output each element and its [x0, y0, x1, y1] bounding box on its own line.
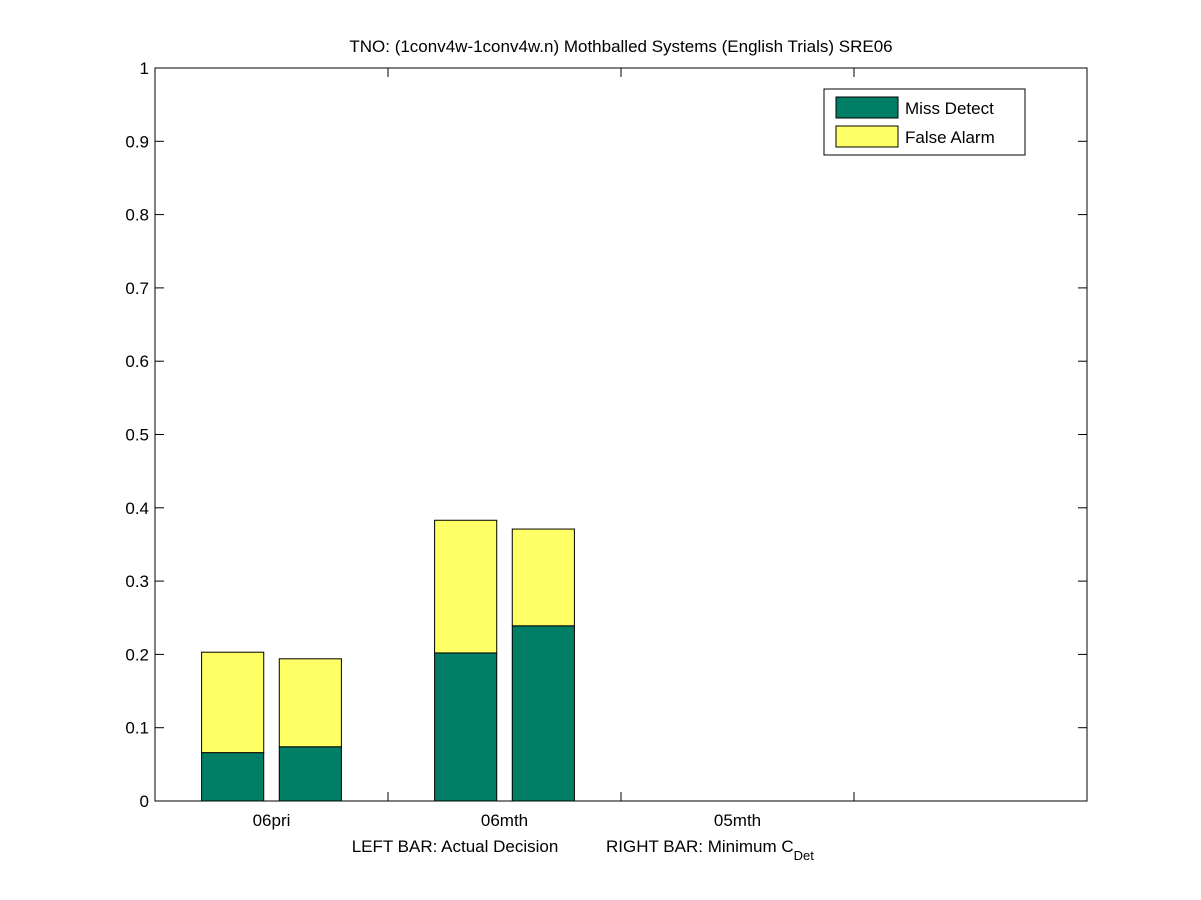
- y-tick-label-10: 1: [140, 59, 149, 78]
- y-tick-label-4: 0.4: [125, 499, 149, 518]
- bar-06pri-left-false-alarm: [201, 651, 265, 754]
- bar-06mth-right-miss-detect: [511, 625, 575, 802]
- chart-title: TNO: (1conv4w-1conv4w.n) Mothballed Syst…: [349, 37, 892, 56]
- bar-06mth-left-false-alarm: [434, 519, 498, 654]
- y-tick-label-8: 0.8: [125, 206, 149, 225]
- x-axis-label-left: LEFT BAR: Actual Decision: [352, 837, 559, 856]
- legend-label-miss-detect: Miss Detect: [905, 99, 994, 118]
- bar-06pri-right-miss-detect: [278, 746, 342, 802]
- legend-label-false-alarm: False Alarm: [905, 128, 995, 147]
- y-tick-label-7: 0.7: [125, 279, 149, 298]
- y-tick-label-6: 0.6: [125, 352, 149, 371]
- legend: Miss Detect False Alarm: [823, 88, 1026, 156]
- x-axis-label-right-sub: Det: [794, 848, 815, 863]
- x-tick-label-06pri: 06pri: [253, 811, 291, 830]
- x-axis-label-right-main: RIGHT BAR: Minimum C: [606, 837, 794, 856]
- legend-swatch-miss-detect: [835, 96, 899, 119]
- legend-swatch-false-alarm: [835, 125, 899, 148]
- x-axis-ticks: 06pri 06mth 05mth: [253, 68, 855, 830]
- bar-06mth-left-miss-detect: [434, 652, 498, 802]
- bar-06pri-left-miss-detect: [201, 752, 265, 802]
- y-tick-label-3: 0.3: [125, 572, 149, 591]
- y-axis-ticks: 0 0.1 0.2 0.3 0.4 0.5 0.6 0.7 0.8 0.9 1: [125, 59, 1087, 811]
- bar-06mth-right-false-alarm: [511, 528, 575, 627]
- x-tick-label-06mth: 06mth: [481, 811, 528, 830]
- y-tick-label-9: 0.9: [125, 132, 149, 151]
- bars: [201, 519, 575, 802]
- y-tick-label-2: 0.2: [125, 645, 149, 664]
- y-tick-label-5: 0.5: [125, 426, 149, 445]
- x-axis-label: LEFT BAR: Actual Decision RIGHT BAR: Min…: [352, 837, 815, 863]
- y-tick-label-0: 0: [140, 792, 149, 811]
- bar-06pri-right-false-alarm: [278, 658, 342, 748]
- x-axis-label-right: RIGHT BAR: Minimum CDet: [606, 837, 814, 863]
- x-tick-label-05mth: 05mth: [714, 811, 761, 830]
- y-tick-label-1: 0.1: [125, 719, 149, 738]
